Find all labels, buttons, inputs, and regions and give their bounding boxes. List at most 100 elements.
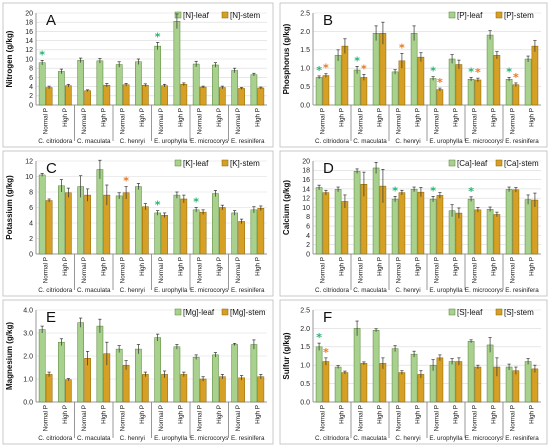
bar-stem — [180, 374, 188, 403]
significance-star: * — [155, 199, 161, 212]
x-tick-label: Normal P — [320, 257, 327, 283]
y-tick-label: 10 — [25, 56, 33, 63]
y-axis-label: Sulfur (g/kg) — [282, 332, 291, 379]
bar-stem — [436, 357, 444, 403]
y-tick-label: 6 — [306, 224, 310, 231]
x-tick-label: High P — [415, 108, 422, 127]
x-tick-label: Normal P — [81, 108, 88, 134]
x-tick-label: High P — [100, 405, 107, 424]
bar-stem — [45, 87, 53, 106]
bar-stem — [257, 208, 265, 255]
y-tick-label: 6 — [29, 205, 33, 212]
bar-leaf — [391, 198, 399, 255]
bar-leaf — [524, 199, 532, 255]
species-label: C. henryi — [395, 435, 420, 442]
bar-leaf — [96, 169, 104, 255]
bar-leaf — [334, 189, 342, 255]
x-tick-label: Normal P — [120, 405, 127, 431]
y-tick-label: 1.0 — [300, 66, 310, 73]
x-tick-label: Normal P — [197, 108, 204, 134]
bar-leaf — [467, 198, 475, 255]
bar-leaf — [429, 198, 437, 255]
bar-stem — [122, 192, 130, 255]
legend-entry: [P]-stem — [504, 11, 534, 20]
x-tick-label: Normal P — [158, 108, 165, 134]
y-tick-label: 10 — [25, 174, 33, 181]
panel-d: 0 2 4 6 8 10 12 14 16 18 20 Calcium (g/kg) D [Ca]-lea… — [279, 150, 548, 297]
bar-stem — [84, 90, 91, 106]
bar-leaf — [115, 64, 123, 106]
x-tick-label: High P — [139, 257, 146, 276]
x-tick-label: Normal P — [120, 108, 127, 134]
significance-star: * — [468, 185, 474, 198]
species-label: E. urophylla — [154, 287, 188, 294]
species-label: E. microcorys — [465, 435, 503, 442]
bar-stem — [512, 370, 520, 403]
x-tick-label: High P — [254, 405, 261, 424]
bar-stem — [417, 56, 425, 106]
legend-swatch — [448, 11, 456, 19]
y-tick-label: 20 — [25, 10, 33, 17]
bar-stem — [417, 191, 425, 255]
bar-leaf — [467, 341, 475, 403]
y-tick-label: 4 — [29, 84, 33, 91]
bar-stem — [341, 372, 349, 403]
y-tick-label: 0 — [29, 251, 33, 258]
species-label: C. citriodora — [38, 287, 72, 294]
x-tick-label: High P — [62, 405, 69, 424]
bar-stem — [142, 206, 149, 255]
x-tick-label: High P — [491, 108, 498, 127]
y-tick-label: 1.0 — [300, 363, 310, 370]
y-tick-label: 2 — [29, 93, 33, 100]
x-tick-label: High P — [491, 405, 498, 424]
panel-letter: C — [46, 160, 57, 177]
species-label: C. citriodora — [38, 138, 72, 145]
y-tick-label: 6 — [29, 75, 33, 82]
bar-stem — [455, 212, 463, 255]
bar-stem — [199, 86, 207, 106]
bar-leaf — [391, 71, 399, 106]
species-label: C. henryi — [395, 138, 420, 145]
x-tick-label: Normal P — [472, 108, 479, 134]
x-tick-label: Normal P — [434, 108, 441, 134]
y-tick-label: 0.0 — [23, 399, 33, 406]
species-label: E. microcorys — [190, 435, 228, 442]
bar-stem — [474, 209, 482, 255]
bar-stem — [161, 85, 168, 106]
species-label: E. microcorys — [190, 287, 228, 294]
bar-leaf — [154, 337, 161, 403]
x-tick-label: High P — [415, 405, 422, 424]
bar-stem — [379, 363, 387, 403]
bar-leaf — [391, 348, 399, 403]
bar-stem — [122, 364, 130, 403]
legend-swatch — [495, 11, 503, 19]
y-tick-label: 10 — [302, 205, 310, 212]
legend-entry: [K]-leaf — [183, 159, 209, 168]
bar-stem — [238, 377, 245, 403]
bar-stem — [474, 79, 482, 106]
y-tick-label: 20 — [302, 158, 310, 165]
y-tick-label: 1.5 — [300, 344, 310, 351]
bar-stem — [341, 201, 349, 255]
significance-star: * — [513, 71, 519, 84]
bar-leaf — [410, 353, 418, 403]
bar-leaf — [315, 187, 323, 255]
bar-leaf — [96, 60, 104, 106]
legend-entry: [Ca]-stem — [504, 159, 539, 168]
legend-swatch — [174, 159, 182, 167]
legend-swatch — [174, 11, 182, 19]
x-tick-label: High P — [254, 257, 261, 276]
x-tick-label: High P — [453, 405, 460, 424]
x-tick-label: Normal P — [120, 257, 127, 283]
bar-leaf — [334, 366, 342, 403]
bar-leaf — [353, 328, 361, 403]
legend-swatch — [221, 308, 229, 316]
bar-leaf — [212, 354, 219, 403]
y-tick-label: 1.5 — [300, 47, 310, 54]
bar-stem — [512, 189, 520, 255]
x-tick-label: High P — [415, 257, 422, 276]
y-tick-label: 14 — [302, 186, 310, 193]
bar-leaf — [96, 325, 104, 403]
bar-stem — [493, 214, 501, 255]
x-tick-label: Normal P — [197, 257, 204, 283]
